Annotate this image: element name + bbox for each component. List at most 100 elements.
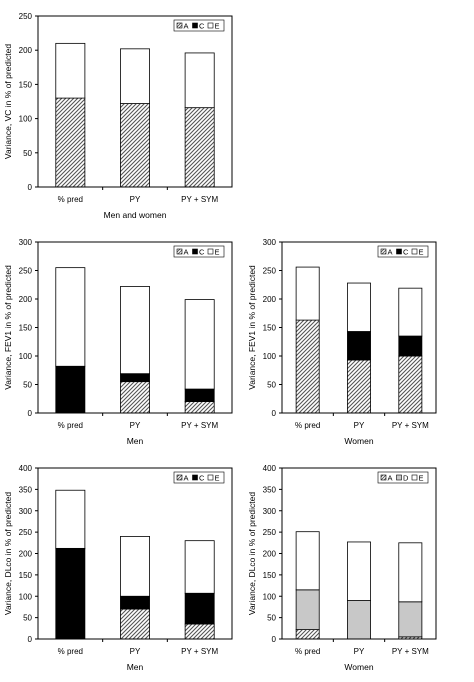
legend-label-c: C (199, 22, 205, 31)
legend-label-e: E (419, 474, 424, 483)
x-tick-label: PY + SYM (181, 195, 218, 204)
bar-segment-e (398, 287, 423, 337)
y-axis-label: Variance, DLco in % of predicted (247, 492, 257, 615)
y-axis-ticks: 0 50 100 150 200 250 300 350 400 (19, 464, 38, 644)
chart-panel-dlco-women: Variance, DLco in % of predicted 0 50 100 1… (247, 464, 437, 672)
y-tick-label: 150 (263, 571, 277, 580)
legend-label-e: E (215, 474, 220, 483)
legend-label-c: C (403, 248, 409, 257)
y-tick-label: 200 (263, 550, 277, 559)
plot-frame (281, 241, 437, 414)
x-axis-ticks: % pred PY PY + SYM (58, 639, 218, 656)
bars (55, 267, 215, 414)
y-tick-label: 200 (19, 295, 33, 304)
y-axis-label: Variance, FEV1 in % of predicted (247, 265, 257, 390)
legend-swatch-c (192, 248, 198, 255)
y-tick-label: 200 (263, 295, 277, 304)
y-tick-label: 150 (19, 571, 33, 580)
y-axis-ticks: 0 50 100 150 200 250 (19, 12, 38, 192)
x-tick-label: PY (130, 195, 141, 204)
y-tick-label: 300 (19, 238, 33, 247)
bar-segment-e (295, 531, 320, 591)
chart-panel-fev1-men: Variance, FEV1 in % of predicted 0 50 100 1… (3, 238, 233, 446)
bar-segment-a (55, 97, 86, 188)
bar-segment-d (347, 600, 371, 640)
bar-segment-e (347, 282, 371, 332)
y-tick-label: 250 (19, 12, 33, 21)
y-tick-label: 200 (19, 550, 33, 559)
y-axis-label: Variance, VC in % of predicted (3, 44, 13, 159)
bar-segment-a (184, 107, 215, 188)
legend-swatch-a (380, 474, 387, 481)
x-tick-label: % pred (58, 421, 83, 430)
bar-segment-e (55, 42, 86, 99)
y-tick-label: 50 (267, 614, 276, 623)
x-tick-label: PY + SYM (181, 647, 218, 656)
legend-label-a: A (184, 474, 189, 483)
y-tick-label: 100 (19, 115, 33, 124)
bar-segment-c (120, 373, 150, 383)
legend-box (377, 471, 429, 484)
chart-panel-vc: Variance, VC in % of predicted 0 50 100 150… (3, 12, 233, 220)
bar-segment-e (398, 542, 423, 603)
legend-swatch-a (380, 248, 387, 255)
bar-segment-a (295, 319, 320, 414)
legend-box (173, 245, 225, 258)
y-tick-label: 0 (28, 183, 33, 192)
y-tick-label: 100 (263, 592, 277, 601)
y-axis-ticks: 0 50 100 150 200 250 300 (19, 238, 38, 418)
x-tick-label: % pred (58, 195, 83, 204)
bar-segment-c (120, 595, 150, 610)
bar-segment-d (295, 589, 320, 630)
legend-swatch-e (411, 474, 418, 481)
bar-segment-d (398, 601, 423, 638)
legend-box (377, 245, 429, 258)
y-tick-label: 50 (23, 381, 32, 390)
x-tick-label: PY (130, 421, 141, 430)
y-axis-label: Variance, FEV1 in % of predicted (3, 265, 13, 390)
chart-panel-dlco-men: Variance, DLco in % of predicted 0 50 100 1… (3, 464, 233, 672)
y-tick-label: 250 (263, 267, 277, 276)
bar-segment-c (347, 331, 371, 361)
x-axis-label: Men (127, 436, 144, 446)
x-axis-label: Men and women (104, 210, 167, 220)
y-tick-label: 150 (263, 324, 277, 333)
bar-segment-a (120, 381, 150, 414)
bar-segment-e (120, 48, 150, 104)
legend-label-a: A (388, 474, 393, 483)
plot-frame (37, 241, 233, 414)
bars (55, 42, 215, 188)
legend-swatch-c (192, 474, 198, 481)
y-tick-label: 300 (19, 507, 33, 516)
legend-swatch-e (411, 248, 418, 255)
legend-label-e: E (215, 22, 220, 31)
x-tick-label: PY + SYM (392, 421, 429, 430)
bar-segment-c (398, 335, 423, 357)
legend-label-e: E (215, 248, 220, 257)
bar-segment-a (184, 401, 215, 414)
chart-panel-fev1-women: Variance, FEV1 in % of predicted 0 50 100 1… (247, 238, 437, 446)
y-tick-label: 400 (263, 464, 277, 473)
bar-segment-c (184, 388, 215, 402)
legend-swatch-a (176, 474, 183, 481)
x-tick-label: PY (354, 421, 365, 430)
y-tick-label: 0 (272, 635, 277, 644)
legend-swatch-a (176, 248, 183, 255)
y-tick-label: 0 (28, 635, 33, 644)
bar-segment-e (120, 536, 150, 597)
x-axis-ticks: % pred PY PY + SYM (58, 187, 218, 204)
y-tick-label: 300 (263, 507, 277, 516)
x-tick-label: % pred (58, 647, 83, 656)
y-tick-label: 400 (19, 464, 33, 473)
legend-swatch-e (207, 248, 214, 255)
x-tick-label: PY (354, 647, 365, 656)
plot-frame (37, 15, 233, 188)
bar-segment-a (120, 103, 150, 188)
bar-segment-e (295, 266, 320, 321)
legend-label-a: A (388, 248, 393, 257)
y-tick-label: 100 (19, 352, 33, 361)
